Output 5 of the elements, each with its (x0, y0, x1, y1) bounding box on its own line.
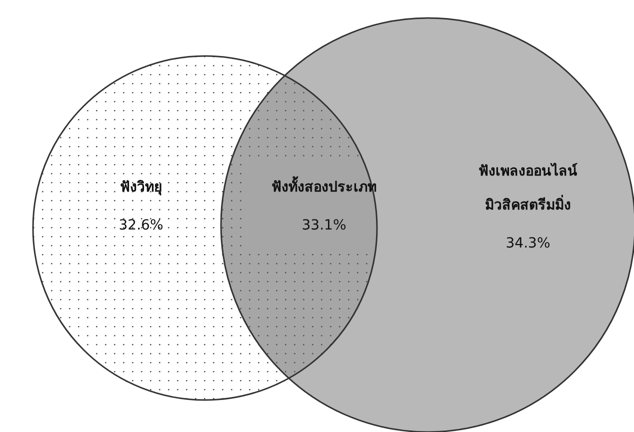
data-label: 34.3% (506, 236, 550, 252)
data-label: 32.6% (118, 218, 164, 234)
category-label: ฟังวิทยุ (120, 180, 162, 196)
category-label: ฟังเพลงออนไลน์ มิวสิคสตรีมมิ่ง (478, 164, 578, 214)
data-label: 33.1% (302, 218, 346, 234)
